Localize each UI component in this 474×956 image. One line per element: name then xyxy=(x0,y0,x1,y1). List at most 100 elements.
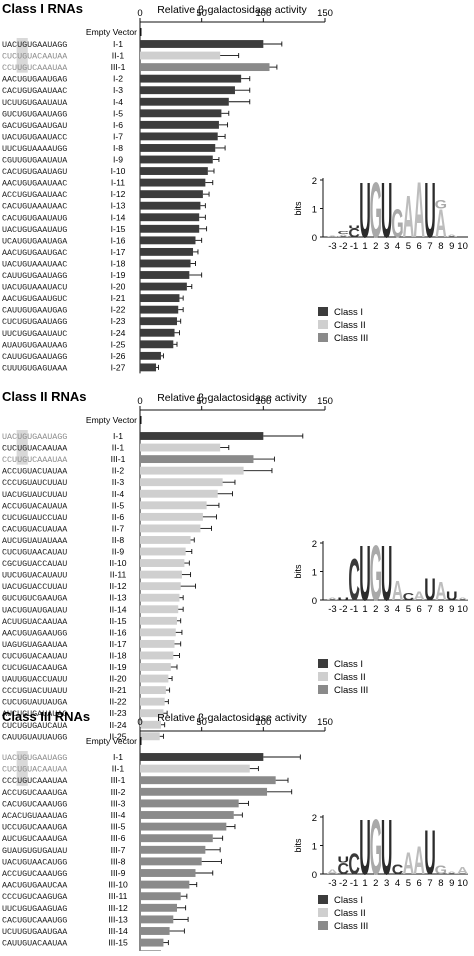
logo-position-label: -3 xyxy=(328,241,336,252)
category-label: II-5 xyxy=(112,500,125,510)
x-axis-label: Relative β-galactosidase activity xyxy=(157,712,307,724)
logo-letter: A xyxy=(327,235,339,237)
bar xyxy=(140,328,175,337)
bar xyxy=(140,651,174,660)
category-label: II-14 xyxy=(109,604,126,614)
logo-letter: U xyxy=(424,572,436,607)
logo-position-label: 4 xyxy=(395,241,400,252)
logo-position-label: 4 xyxy=(395,878,400,889)
category-label: II-15 xyxy=(109,616,126,626)
category-label: I-1 xyxy=(113,752,123,762)
logo-y-tick-label: 0 xyxy=(312,596,317,607)
category-label: I-8 xyxy=(113,143,123,153)
sequence-label: ACCUGUACUAUAA xyxy=(2,467,68,477)
logo-y-tick-label: 2 xyxy=(312,539,317,550)
category-label: I-19 xyxy=(111,270,126,280)
logo-position-label: 5 xyxy=(406,878,411,889)
logo-position-label: 1 xyxy=(362,878,367,889)
sequence-label: ACACUGUAAAUAG xyxy=(2,811,67,821)
bar xyxy=(140,282,187,291)
sequence-label: UACUGUGAAUACC xyxy=(2,132,67,142)
logo-position-label: 6 xyxy=(417,878,422,889)
logo-position-label: 9 xyxy=(449,604,454,615)
sequence-label: CGUUGUGAAUAUA xyxy=(2,156,68,166)
bar xyxy=(140,892,181,901)
bar xyxy=(140,132,218,141)
category-label: III-2 xyxy=(111,787,126,797)
category-label: II-1 xyxy=(112,443,125,453)
sequence-label: ACCUGUCAAAUGG xyxy=(2,869,67,879)
bar xyxy=(140,432,264,440)
bar xyxy=(140,674,169,683)
category-label: II-3 xyxy=(112,477,125,487)
sequence-label: CAUUGUGAAUAGG xyxy=(2,352,67,362)
category-label: III-11 xyxy=(109,891,128,901)
legend-swatch xyxy=(318,659,328,668)
logo-position-label: -1 xyxy=(350,604,358,615)
logo-letter: U xyxy=(359,529,371,618)
category-label: I-1 xyxy=(113,39,123,49)
logo-position-label: 6 xyxy=(417,604,422,615)
category-label: I-11 xyxy=(111,178,125,188)
category-label: II-19 xyxy=(109,662,126,672)
sequence-label: UACUGUGAAUAGG xyxy=(2,40,67,50)
category-label: I-5 xyxy=(113,108,123,118)
category-label: III-14 xyxy=(108,926,128,936)
category-label: II-22 xyxy=(109,697,126,707)
logo-y-tick-label: 2 xyxy=(312,813,317,824)
logo-position-label: 10 xyxy=(457,241,468,252)
bar xyxy=(140,869,196,877)
sequence-label: UACUGUAUCUUAU xyxy=(2,490,67,500)
sequence-label: UAGUGUAGAAUAA xyxy=(2,640,68,650)
logo-position-label: 9 xyxy=(449,878,454,889)
bar xyxy=(140,224,200,233)
panel-title: Class I RNAs xyxy=(2,1,83,16)
sequence-label: UUCUGUACAUAUU xyxy=(2,571,67,581)
bar xyxy=(140,811,234,819)
category-label: I-6 xyxy=(113,120,123,130)
sequence-label: UUCUGUAAAAUGG xyxy=(2,144,67,154)
bar xyxy=(140,720,161,729)
sequence-label: ACUUGUACAAUAA xyxy=(2,617,68,627)
x-tick-label: 0 xyxy=(137,396,142,407)
bar xyxy=(140,697,165,706)
x-tick-label: 150 xyxy=(317,717,333,728)
logo-position-label: -3 xyxy=(328,604,336,615)
category-label: I-4 xyxy=(113,97,123,107)
category-label: II-6 xyxy=(112,512,125,522)
x-tick-label: 50 xyxy=(196,717,207,728)
bar xyxy=(140,478,223,487)
legend-swatch xyxy=(318,672,328,681)
logo-position-label: 8 xyxy=(438,878,443,889)
legend-label: Class I xyxy=(334,659,363,670)
logo-letter: A xyxy=(457,865,469,876)
control-label: Empty Vector xyxy=(86,415,137,425)
bar xyxy=(140,340,174,349)
logo-letter: C xyxy=(392,862,404,878)
sequence-label: CCCUGUCAAGUGA xyxy=(2,892,68,902)
legend-label: Class I xyxy=(334,307,363,318)
sequence-label: CACUGUCAAAUGG xyxy=(2,915,67,925)
sequence-label: UCCUGUCAAAUGA xyxy=(2,823,68,833)
legend: Class I Class II Class III xyxy=(318,307,368,344)
sequence-label: CCCUGUAUCUUAU xyxy=(2,478,67,488)
category-label: I-22 xyxy=(111,305,126,315)
category-label: III-9 xyxy=(111,868,126,878)
category-label: II-23 xyxy=(109,708,126,718)
bar xyxy=(140,259,191,268)
logo-position-label: 8 xyxy=(438,241,443,252)
sequence-label: ACCUGUCAAAUGA xyxy=(2,788,68,798)
logo-letter: C xyxy=(348,226,360,240)
x-tick-label: 100 xyxy=(255,8,271,19)
logo-letter: C xyxy=(338,230,350,235)
logo-position-label: 5 xyxy=(406,241,411,252)
sequence-label: AACUGUGAAUCAA xyxy=(2,881,68,891)
x-tick-label: 0 xyxy=(137,8,142,19)
category-label: II-7 xyxy=(112,523,125,533)
bar xyxy=(140,915,174,924)
sequence-label: CACUGUGAAUAUG xyxy=(2,213,67,223)
legend-swatch xyxy=(318,685,328,694)
sequence-label: AACUGUGAAUAAC xyxy=(2,179,67,189)
sequence-label: CUCUGUGAUCAUA xyxy=(2,721,68,731)
category-label: I-23 xyxy=(111,316,126,326)
